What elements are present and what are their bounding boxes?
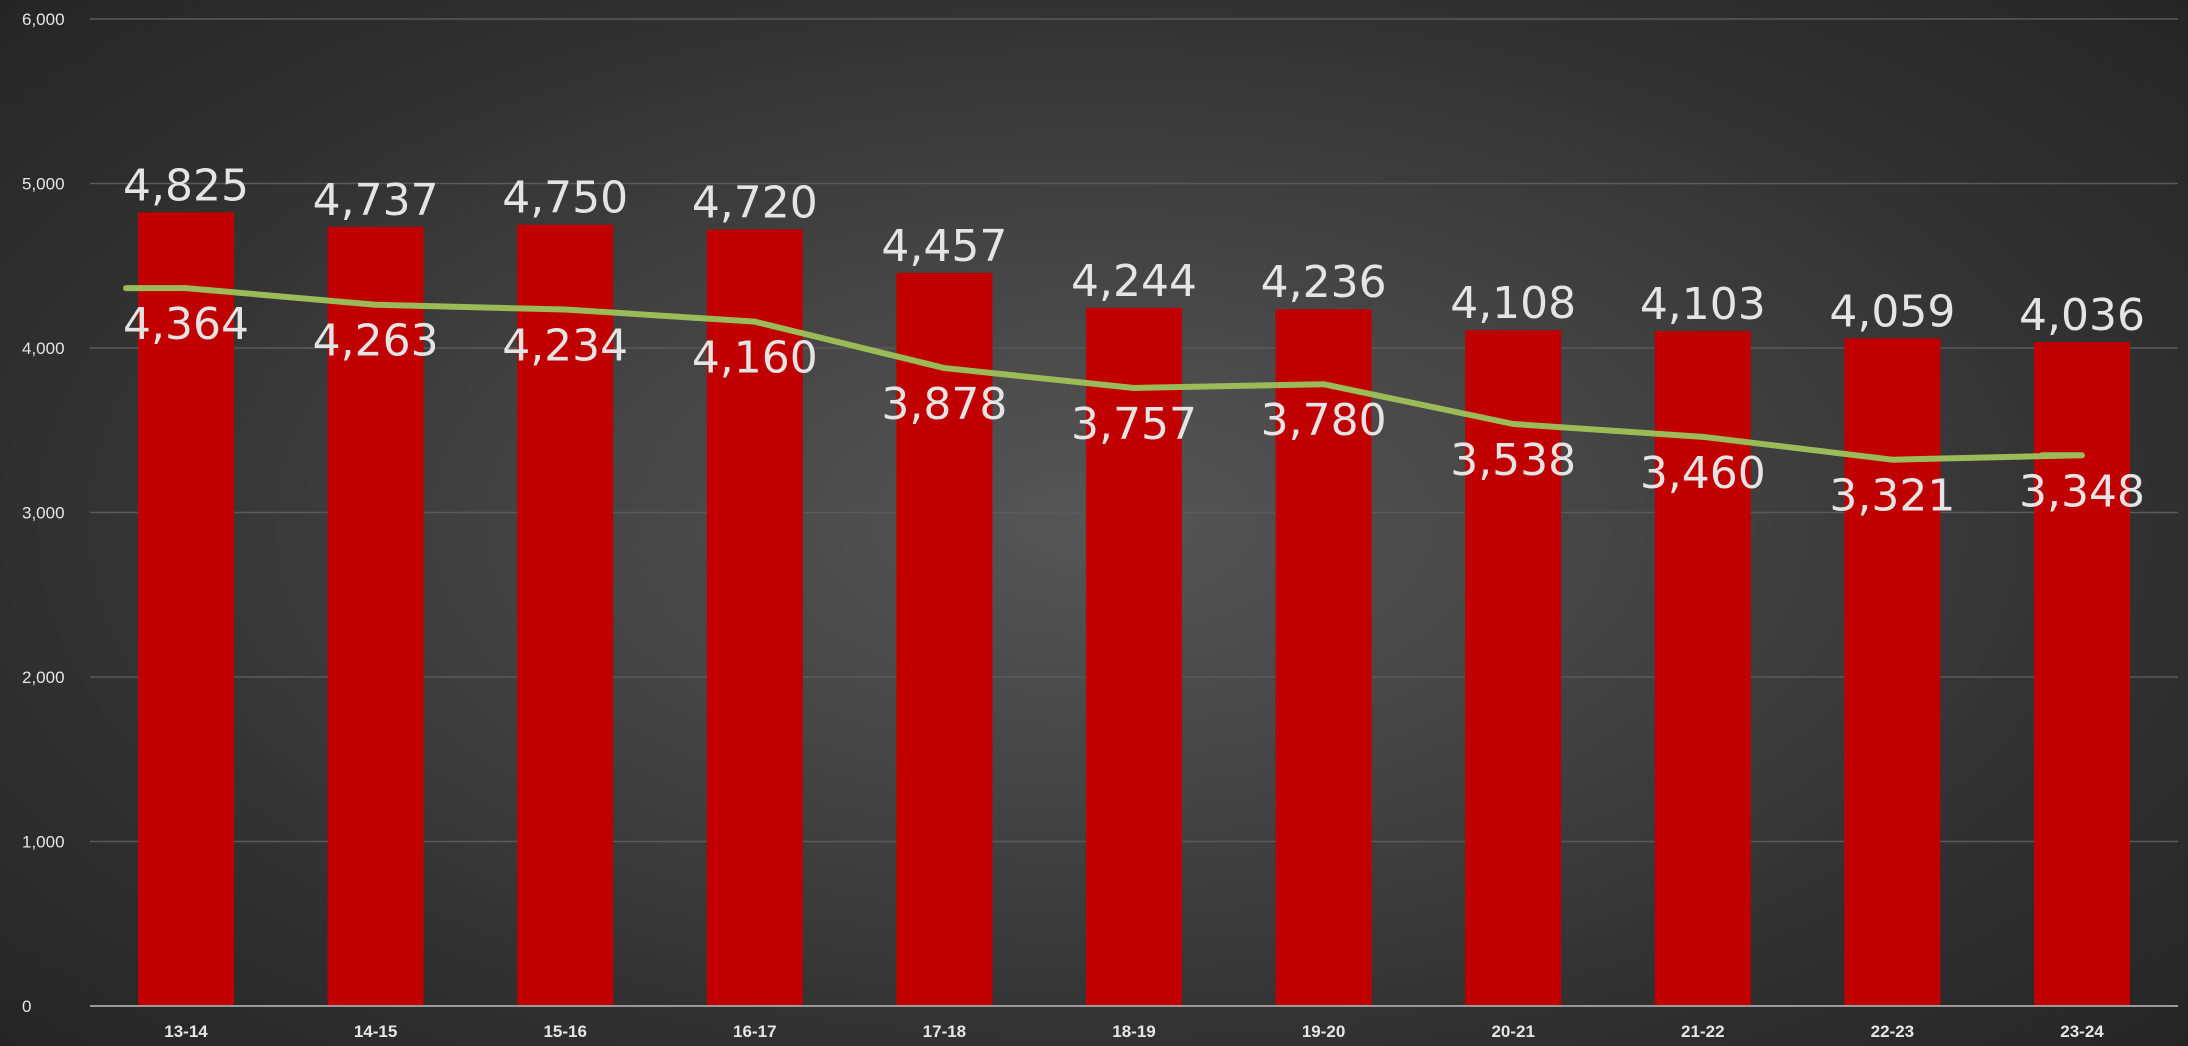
line-series: [123, 285, 2085, 463]
y-tick-label: 1,000: [22, 833, 65, 852]
bar-data-label: 4,036: [2019, 290, 2145, 341]
x-category-label: 18-19: [1112, 1022, 1155, 1041]
bar: [896, 272, 993, 1006]
line-data-label: 3,348: [2019, 466, 2145, 517]
line-data-label: 3,878: [881, 379, 1007, 430]
bar-data-label: 4,244: [1071, 256, 1197, 307]
x-category-label: 17-18: [923, 1022, 966, 1041]
x-category-label: 22-23: [1871, 1022, 1914, 1041]
x-axis-categories: 13-14 14-15 15-16 16-17 17-18 18-19 19-20 20-21…: [164, 1022, 2104, 1041]
bar: [327, 226, 424, 1007]
line-series-path: [123, 285, 2085, 463]
line-data-label: 3,460: [1640, 448, 1766, 499]
x-category-label: 15-16: [543, 1022, 586, 1041]
bar-data-label: 4,236: [1261, 257, 1387, 308]
bar-data-label: 4,750: [502, 173, 628, 224]
bar-value-labels: 4,825 4,737 4,750 4,720 4,457 4,244 4,236 4,108…: [123, 160, 2145, 341]
line-data-label: 4,160: [692, 333, 818, 384]
bar: [138, 212, 234, 1007]
line-data-label: 4,234: [502, 321, 628, 372]
x-category-label: 21-22: [1681, 1022, 1724, 1041]
bar: [1465, 330, 1562, 1006]
y-tick-label: 6,000: [22, 10, 65, 29]
bar-data-label: 4,059: [1829, 286, 1955, 337]
bar: [1086, 307, 1182, 1006]
x-category-label: 20-21: [1491, 1022, 1534, 1041]
line-data-label: 4,364: [123, 299, 249, 350]
line-data-label: 3,780: [1261, 395, 1387, 446]
bar-data-label: 4,737: [313, 175, 439, 226]
bar: [1844, 338, 1941, 1006]
x-category-label: 14-15: [354, 1022, 397, 1041]
bar-series: [138, 212, 2130, 1007]
bar: [2034, 342, 2130, 1006]
bar-data-label: 4,108: [1450, 278, 1576, 329]
bar-data-label: 4,103: [1640, 279, 1766, 330]
bar: [517, 224, 614, 1006]
y-tick-label: 5,000: [22, 175, 65, 194]
y-tick-label: 4,000: [22, 339, 65, 358]
y-tick-label: 0: [22, 997, 31, 1016]
y-tick-label: 2,000: [22, 668, 65, 687]
line-data-label: 3,321: [1829, 471, 1955, 522]
bar: [706, 229, 803, 1006]
bar-data-label: 4,825: [123, 160, 249, 211]
x-category-label: 19-20: [1302, 1022, 1345, 1041]
line-data-label: 3,757: [1071, 399, 1197, 450]
line-data-label: 4,263: [313, 316, 439, 367]
x-category-label: 13-14: [164, 1022, 208, 1041]
line-value-labels: 4,364 4,263 4,234 4,160 3,878 3,757 3,780 3,538…: [123, 299, 2145, 522]
y-axis-ticks: 0 1,000 2,000 3,000 4,000 5,000 6,000: [22, 10, 65, 1016]
bar-data-label: 4,720: [692, 178, 818, 229]
bar: [1275, 309, 1372, 1007]
x-category-label: 16-17: [733, 1022, 776, 1041]
x-category-label: 23-24: [2060, 1022, 2104, 1041]
bar-data-label: 4,457: [881, 221, 1007, 272]
line-data-label: 3,538: [1450, 435, 1576, 486]
y-tick-label: 3,000: [22, 504, 65, 523]
